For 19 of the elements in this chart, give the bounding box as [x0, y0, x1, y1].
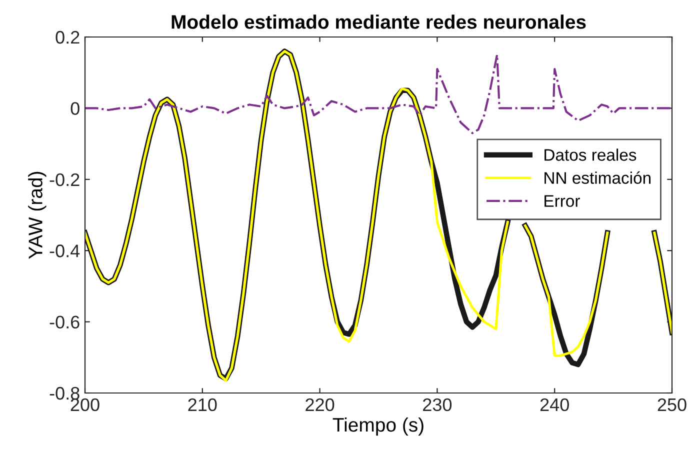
- y-tick-label: -0.8: [50, 386, 80, 400]
- x-tick-label: 250: [658, 398, 686, 412]
- legend-label: NN estimación: [544, 171, 650, 184]
- y-tick-label: 0: [70, 102, 80, 115]
- x-tick-label: 200: [70, 398, 100, 412]
- x-tick-label: 220: [306, 398, 334, 412]
- y-tick-label: -0.2: [50, 173, 80, 186]
- y-tick-label: -0.6: [50, 316, 80, 329]
- x-axis-title: Tiempo (s): [332, 417, 424, 436]
- line-series: [85, 54, 672, 134]
- x-tick-label: 240: [540, 398, 569, 412]
- legend-label: Datos reales: [544, 148, 636, 161]
- x-tick-label: 210: [188, 398, 217, 412]
- y-tick-label: -0.4: [50, 244, 80, 258]
- x-tick-label: 230: [423, 398, 452, 412]
- y-tick-label: 0.2: [56, 30, 80, 44]
- legend-label: Error: [544, 195, 580, 207]
- y-axis-title: YAW (rad): [28, 172, 46, 259]
- chart-title: Modelo estimado mediante redes neuronales: [172, 14, 586, 29]
